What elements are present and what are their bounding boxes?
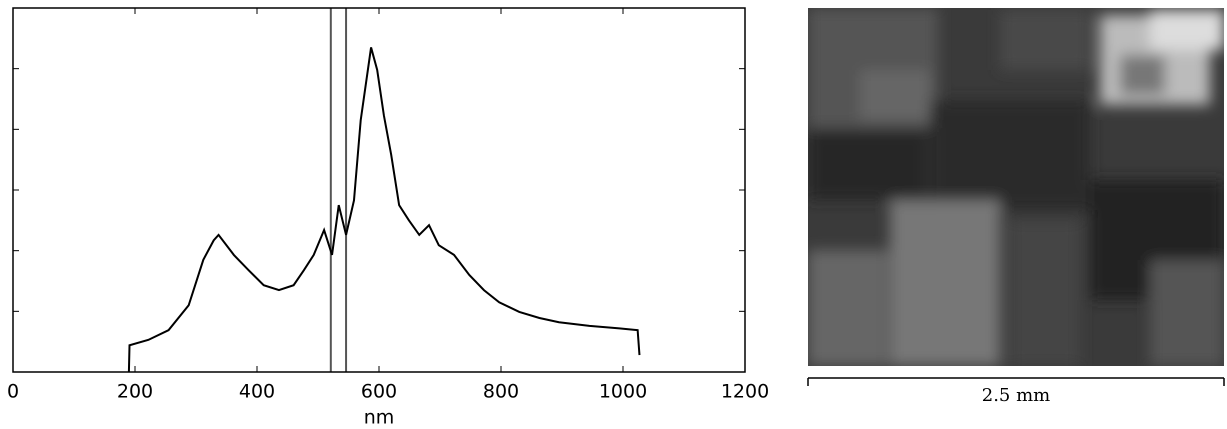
x-tick-label: 1000 — [599, 381, 647, 403]
x-tick-label: 600 — [361, 381, 397, 403]
x-tick-label: 0 — [7, 381, 19, 403]
x-tick-label: 400 — [239, 381, 275, 403]
micrograph — [808, 8, 1224, 366]
x-tick-label: 1200 — [721, 381, 769, 403]
spectrum-line — [127, 47, 641, 373]
x-tick-label: 800 — [483, 381, 519, 403]
plot-frame — [12, 7, 746, 373]
scale-label: 2.5 mm — [982, 385, 1050, 406]
x-tick-label: 200 — [117, 381, 153, 403]
x-axis-label: nm — [364, 407, 395, 426]
